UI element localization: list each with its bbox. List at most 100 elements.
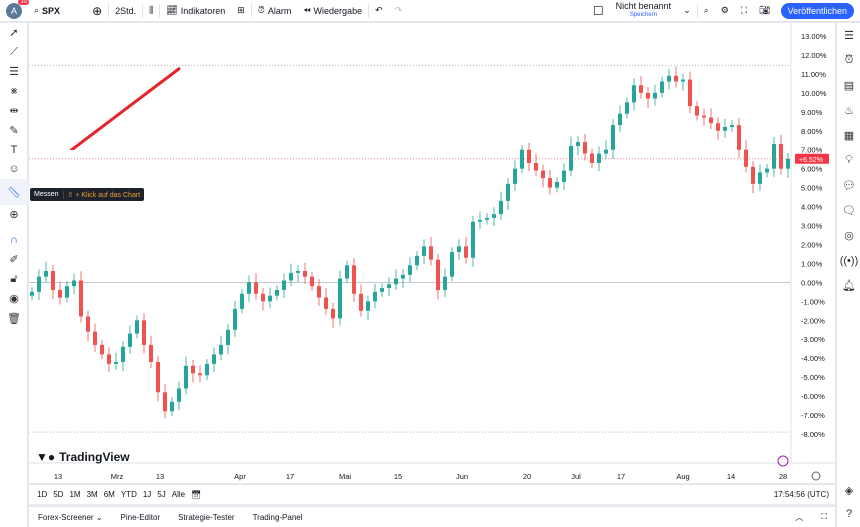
fib-tool[interactable]: ☰: [0, 62, 28, 82]
drawing-toolbar: ➚ ⟋ ☰ ⨳ ⇹ ✎ T ☺ 📏︎ ⊕ ∩ ✐ 🔓︎ ◉ 🗑︎: [0, 23, 28, 527]
compare-button[interactable]: ⊕: [86, 0, 108, 22]
candle-body: [303, 271, 307, 277]
help-icon: ?: [845, 507, 853, 520]
candle-body: [779, 144, 783, 169]
x-tick-label: Mrz: [111, 472, 124, 481]
tab-pine-editor[interactable]: Pine-Editor: [120, 512, 161, 522]
undo-button[interactable]: ↶: [369, 0, 389, 22]
range-all[interactable]: Alle: [171, 490, 186, 499]
brush-tool[interactable]: ✎: [0, 121, 28, 141]
pine-ideas-button[interactable]: ◎: [837, 223, 860, 248]
candle-body: [387, 284, 391, 289]
range-6m[interactable]: 6M: [103, 490, 115, 499]
magnet-tool[interactable]: ∩: [0, 231, 28, 251]
pencil-lock-icon: ✐: [9, 254, 19, 267]
trendline-tool[interactable]: ⟋: [0, 43, 28, 63]
quick-search-button[interactable]: ⌕: [698, 0, 715, 22]
goto-date-button[interactable]: 📅︎: [191, 490, 201, 499]
text-tool[interactable]: T: [0, 140, 28, 160]
range-1m[interactable]: 1M: [69, 490, 81, 499]
chart-type-button[interactable]: ⫼: [143, 0, 159, 22]
indicators-button[interactable]: 📈︎ Indikatoren: [166, 5, 226, 16]
range-5j[interactable]: 5J: [157, 490, 166, 499]
help-button[interactable]: ?: [837, 501, 860, 526]
y-tick-label: -3.00%: [801, 335, 825, 344]
notification-badge: 10: [18, 0, 29, 5]
candle-body: [506, 183, 510, 201]
candle-body: [114, 361, 118, 364]
fullscreen-icon: ⛶: [740, 5, 748, 15]
candlestick-chart[interactable]: 13.00% 12.00% 11.00% 10.00% 9.00% 8.00% 7.00% 6…: [29, 23, 835, 483]
candle-body: [121, 346, 125, 362]
zoom-in-icon: ⊕: [9, 209, 19, 222]
symbol-search-button[interactable]: ⌕ SPX: [34, 5, 61, 16]
ideas-button[interactable]: 💡︎: [837, 148, 860, 173]
layout-dropdown[interactable]: ⌄: [677, 0, 697, 22]
interval-button[interactable]: 2Std.: [115, 5, 137, 16]
stay-drawing-tool[interactable]: ✐: [0, 250, 28, 270]
notifications-button[interactable]: 🔔︎: [837, 273, 860, 298]
alarm-button[interactable]: ⏰︎ Alarm: [257, 5, 292, 16]
replay-button[interactable]: ⏪︎ Wiedergabe: [303, 5, 363, 16]
layers-button[interactable]: ◈: [837, 478, 860, 503]
hotlists-button[interactable]: ♨: [837, 98, 860, 123]
right-sidebar: ☰ ⏰︎ ▤ ♨ ▦ 💡︎ 💬︎ 🗨︎ ◎ ((•)) 🔔︎ ◈ ?: [836, 23, 860, 527]
zoom-tool[interactable]: ⊕: [0, 205, 28, 225]
settings-button[interactable]: ⚙: [715, 0, 735, 22]
fullscreen-button[interactable]: ⛶: [735, 0, 753, 22]
y-tick-label: 11.00%: [801, 70, 826, 79]
measure-tool[interactable]: 📏︎: [0, 179, 28, 205]
prediction-tool[interactable]: ⇹: [0, 101, 28, 121]
range-1d[interactable]: 1D: [37, 490, 48, 499]
maximize-panel-button[interactable]: ⛶: [821, 512, 827, 522]
chart-area[interactable]: 13.00% 12.00% 11.00% 10.00% 9.00% 8.00% 7.00% 6…: [29, 23, 835, 483]
clock[interactable]: 17:54:56 (UTC): [773, 490, 829, 499]
candle-body: [611, 125, 615, 150]
collapse-panel-button[interactable]: ︿: [795, 512, 803, 523]
y-tick-label: -1.00%: [801, 297, 825, 306]
delete-tool[interactable]: 🗑︎: [0, 309, 28, 329]
range-ytd[interactable]: YTD: [120, 490, 137, 499]
candle-body: [695, 106, 699, 116]
divider: [142, 3, 144, 18]
brush-icon: ✎: [9, 124, 19, 137]
alerts-button[interactable]: ⏰︎: [837, 48, 860, 73]
streams-button[interactable]: ((•)): [837, 248, 860, 273]
range-5d[interactable]: 5D: [53, 490, 64, 499]
tab-strategy-tester[interactable]: Strategie-Tester: [178, 512, 235, 522]
candle-body: [233, 308, 237, 330]
chats-button[interactable]: 💬︎: [837, 173, 860, 198]
snapshot-button[interactable]: 📷︎: [753, 0, 776, 22]
candle-body: [240, 293, 244, 309]
cursor-tool[interactable]: ➚: [0, 23, 28, 43]
range-3m[interactable]: 3M: [86, 490, 98, 499]
watchlist-button[interactable]: ☰: [837, 23, 860, 48]
layout-checkbox[interactable]: ☐: [587, 0, 610, 22]
lock-tool[interactable]: 🔓︎: [0, 270, 28, 290]
redo-button[interactable]: ↷: [389, 0, 409, 22]
candle-body: [786, 158, 790, 169]
divider: [368, 3, 370, 18]
divider: [250, 3, 252, 18]
x-tick-label: 15: [394, 472, 402, 481]
pattern-tool[interactable]: ⨳: [0, 82, 28, 102]
tab-forex-screener[interactable]: Forex-Screener ⌄: [38, 512, 103, 522]
layers-icon: ◈: [844, 485, 854, 497]
calendar-button[interactable]: ▦: [837, 123, 860, 148]
layout-name-button[interactable]: Nicht benannt Speichern: [615, 0, 672, 18]
candle-body: [625, 102, 629, 114]
bulb-icon: ◎: [844, 230, 854, 242]
hide-tool[interactable]: ◉: [0, 289, 28, 309]
chevron-down-icon: ⌄: [683, 5, 691, 15]
messages-button[interactable]: 🗨︎: [837, 198, 860, 223]
data-window-button[interactable]: ▤: [837, 73, 860, 98]
tab-trading-panel[interactable]: Trading-Panel: [252, 512, 303, 522]
search-icon: ⌕: [703, 5, 709, 15]
candle-body: [310, 276, 314, 287]
layouts-button[interactable]: ⊞: [231, 0, 251, 22]
avatar[interactable]: A 10: [6, 0, 29, 19]
x-tick-label: 14: [727, 472, 735, 481]
range-1j[interactable]: 1J: [142, 490, 152, 499]
icon-tool[interactable]: ☺: [0, 160, 28, 180]
publish-button[interactable]: Veröffentlichen: [780, 2, 854, 19]
